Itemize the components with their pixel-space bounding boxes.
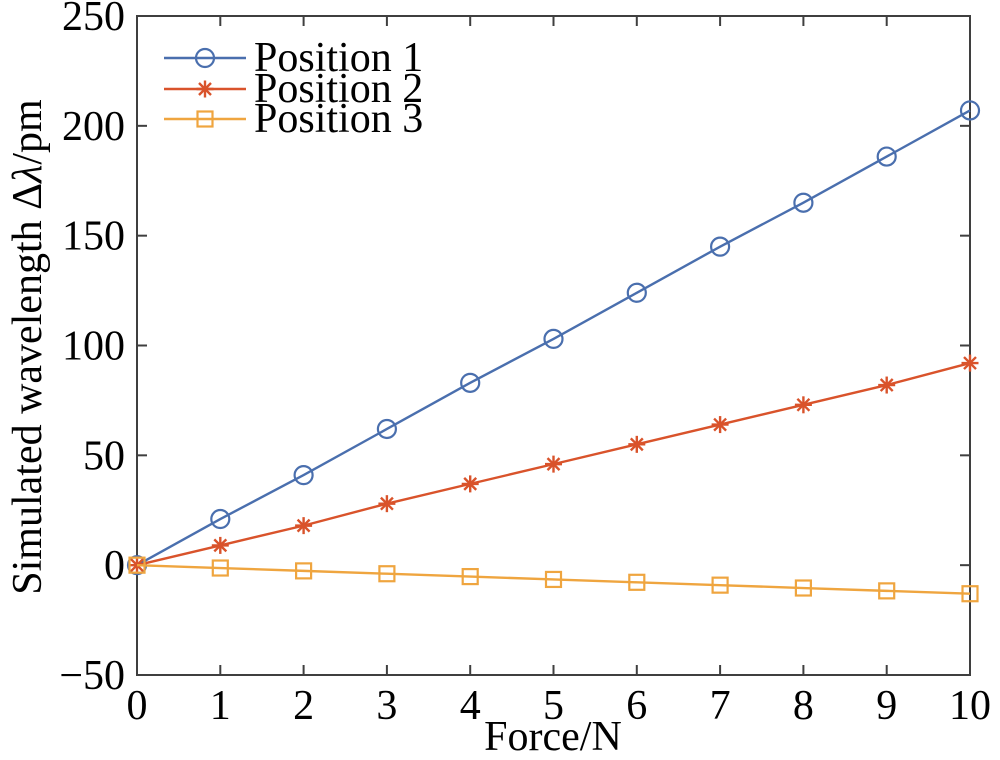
x-tick-label: 5 xyxy=(543,683,564,729)
marker-circle xyxy=(793,192,814,213)
legend: Position 1 Position 2 Position 3 xyxy=(164,35,424,142)
marker-asterisk xyxy=(461,475,479,493)
marker-asterisk xyxy=(196,80,214,97)
legend-item: Position 2 xyxy=(164,65,424,112)
series-3 xyxy=(128,556,979,603)
legend-label: Position 3 xyxy=(254,96,424,142)
y-tick-label: 0 xyxy=(104,543,125,589)
marker-asterisk xyxy=(628,435,646,453)
x-tick-label: 10 xyxy=(949,683,991,729)
y-tick-label: 150 xyxy=(62,214,125,260)
marker-asterisk xyxy=(545,455,562,473)
marker-square xyxy=(128,556,146,574)
legend-item: Position 1 xyxy=(164,35,424,81)
legend-marker xyxy=(164,47,246,69)
x-tick-label: 7 xyxy=(710,683,731,729)
marker-square xyxy=(544,570,563,589)
legend-label: Position 1 xyxy=(254,35,424,81)
x-tick-label: 8 xyxy=(793,683,814,729)
marker-square xyxy=(628,573,646,591)
x-axis-label: Force/N xyxy=(484,714,622,760)
marker-circle xyxy=(293,465,314,486)
x-tick-label: 4 xyxy=(460,683,481,729)
y-tick-label: 100 xyxy=(62,324,125,370)
marker-square xyxy=(878,582,896,600)
marker-circle xyxy=(210,508,231,530)
marker-square xyxy=(461,567,479,586)
series-line xyxy=(136,109,971,567)
x-tick-label: 6 xyxy=(626,683,647,729)
y-tick-label: 250 xyxy=(62,0,125,40)
marker-circle xyxy=(194,47,216,69)
y-tick-label: 200 xyxy=(62,104,125,150)
marker-square xyxy=(961,585,979,603)
series-1 xyxy=(126,100,981,576)
marker-square xyxy=(711,576,729,594)
y-axis-label: Simulated wavelength Δλ/pm xyxy=(5,99,51,595)
marker-circle xyxy=(460,372,481,393)
marker-circle xyxy=(376,418,397,440)
x-tick-label: 0 xyxy=(127,683,148,729)
marker-asterisk xyxy=(794,396,812,414)
marker-asterisk xyxy=(711,416,729,434)
marker-asterisk xyxy=(378,495,396,513)
marker-asterisk xyxy=(961,354,979,372)
marker-asterisk xyxy=(211,536,229,554)
y-tick-label: 50 xyxy=(83,433,125,479)
marker-square xyxy=(196,110,214,128)
marker-square xyxy=(378,565,396,583)
marker-circle xyxy=(959,100,981,121)
legend-marker xyxy=(164,110,246,128)
legend-item: Position 3 xyxy=(164,96,424,142)
marker-square xyxy=(794,579,813,597)
series-2 xyxy=(128,354,979,574)
marker-square xyxy=(211,559,229,577)
marker-square xyxy=(295,562,313,580)
legend-label: Position 2 xyxy=(254,65,424,112)
y-tick-label: −50 xyxy=(59,653,125,699)
marker-circle xyxy=(876,146,897,167)
marker-asterisk xyxy=(878,376,896,394)
x-tick-label: 1 xyxy=(210,683,231,729)
marker-circle xyxy=(543,328,564,350)
marker-circle xyxy=(626,282,647,303)
marker-asterisk xyxy=(295,517,313,535)
marker-circle xyxy=(709,236,731,257)
legend-marker xyxy=(164,80,246,97)
x-tick-label: 9 xyxy=(876,683,897,729)
x-tick-label: 2 xyxy=(293,683,314,729)
x-tick-label: 3 xyxy=(376,683,397,729)
series-line xyxy=(136,563,971,595)
